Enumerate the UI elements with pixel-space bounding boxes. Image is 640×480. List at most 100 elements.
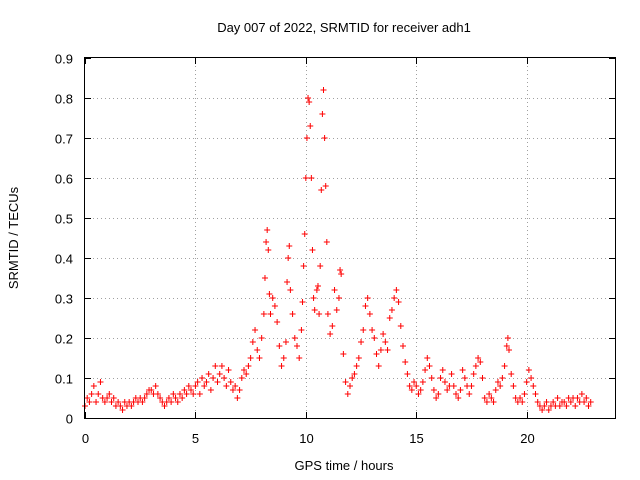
data-point (110, 395, 117, 401)
data-point (355, 355, 362, 361)
data-point (324, 311, 331, 317)
data-point (347, 383, 353, 389)
data-point (278, 363, 285, 369)
data-point (561, 399, 568, 405)
data-point (362, 303, 369, 309)
chart-title: Day 007 of 2022, SRMTID for receiver adh… (217, 20, 471, 35)
data-point (468, 383, 475, 389)
data-point (554, 395, 561, 401)
data-point (587, 399, 594, 405)
data-point (322, 183, 329, 189)
data-point (174, 399, 181, 405)
data-point (417, 387, 424, 393)
data-point (148, 387, 155, 393)
data-point (214, 379, 221, 385)
data-point (285, 255, 292, 261)
x-tick-label: 15 (409, 431, 423, 446)
data-point (492, 387, 499, 393)
data-point (190, 391, 197, 397)
data-point (475, 355, 482, 361)
data-point (170, 391, 177, 397)
data-point (444, 387, 451, 393)
data-point (196, 391, 203, 397)
data-point (115, 399, 122, 405)
data-point (430, 387, 437, 393)
data-point (448, 371, 455, 377)
data-point (433, 395, 440, 401)
data-point (108, 399, 115, 405)
data-point (488, 395, 495, 401)
data-point (419, 379, 426, 385)
data-point (241, 367, 247, 373)
data-point (176, 391, 183, 397)
data-point (426, 363, 433, 369)
data-point (263, 239, 270, 245)
data-point (309, 247, 316, 253)
data-point (203, 379, 210, 385)
data-point (377, 347, 384, 353)
data-point (499, 375, 506, 381)
data-point (472, 363, 479, 369)
data-point (338, 271, 345, 277)
data-point (314, 283, 321, 289)
data-point (388, 307, 395, 313)
data-point (282, 339, 289, 345)
data-point (550, 399, 557, 405)
data-point (490, 399, 497, 405)
data-point (232, 383, 239, 389)
data-point (351, 371, 358, 377)
data-point (422, 367, 429, 373)
x-tick-label: 10 (299, 431, 313, 446)
plot-frame (84, 57, 616, 419)
data-point (335, 295, 342, 301)
data-point (327, 331, 334, 337)
data-point (386, 315, 393, 321)
data-point (236, 387, 243, 393)
data-point (243, 371, 250, 377)
data-point (179, 395, 186, 401)
data-point (402, 359, 409, 365)
data-point (97, 379, 104, 385)
data-point (308, 175, 315, 181)
data-point (245, 363, 252, 369)
grid-lines (85, 58, 615, 418)
data-point (344, 391, 351, 397)
data-point (521, 391, 528, 397)
data-point (256, 355, 263, 361)
data-point (455, 395, 462, 401)
data-point (238, 375, 245, 381)
data-point (337, 267, 344, 273)
data-point (441, 379, 448, 385)
data-point (207, 387, 214, 393)
data-point (161, 403, 168, 409)
data-point (234, 395, 241, 401)
data-point (382, 339, 389, 345)
data-point (501, 363, 508, 369)
data-point (223, 383, 230, 389)
data-point (104, 395, 111, 401)
data-point (205, 371, 212, 377)
data-point (84, 395, 91, 401)
x-tick-label: 0 (82, 431, 89, 446)
data-point (152, 383, 159, 389)
data-point (316, 311, 323, 317)
data-point (574, 395, 581, 401)
data-point (481, 395, 488, 401)
data-point (578, 391, 585, 397)
data-point (181, 387, 188, 393)
x-axis-label: GPS time / hours (295, 458, 394, 473)
data-point (329, 323, 336, 329)
data-point (479, 375, 486, 381)
data-point (298, 327, 305, 333)
data-point (280, 355, 287, 361)
data-point (260, 311, 267, 317)
data-point (466, 391, 473, 397)
data-point (519, 399, 526, 405)
data-point (534, 399, 541, 405)
y-tick-label: 0.8 (55, 92, 73, 107)
data-point (508, 371, 515, 377)
y-tick-label: 0.4 (55, 252, 73, 267)
data-point (294, 343, 300, 349)
data-point (506, 347, 512, 353)
data-point (296, 355, 303, 361)
